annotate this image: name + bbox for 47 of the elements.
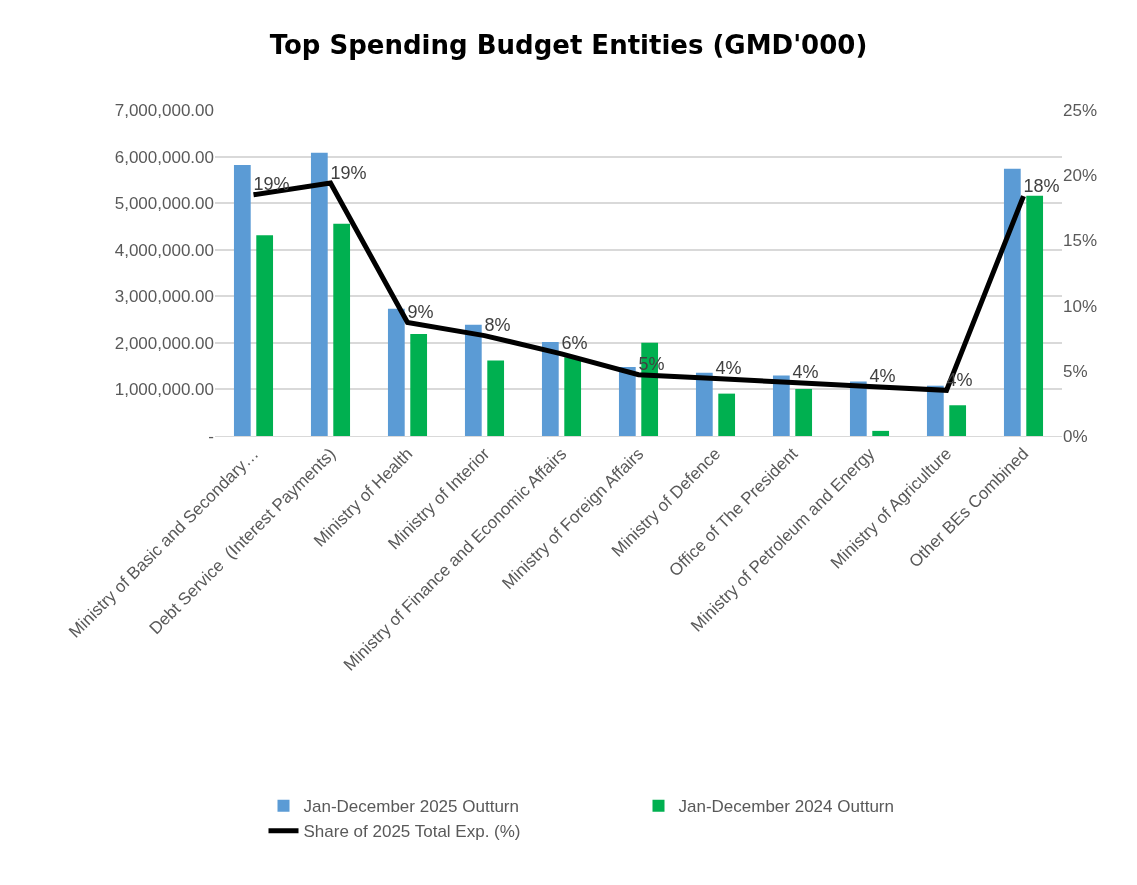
bar — [718, 393, 736, 436]
bar — [487, 360, 505, 436]
y2-tick-label: 25% — [1063, 100, 1098, 120]
data-label: 19% — [330, 162, 367, 183]
chart-title: Top Spending Budget Entities (GMD'000) — [269, 29, 868, 60]
bar — [387, 308, 405, 436]
data-label: 8% — [484, 315, 511, 336]
data-label: 19% — [253, 174, 290, 195]
bar — [310, 152, 328, 436]
bar — [618, 367, 636, 436]
bar — [410, 334, 428, 436]
y2-tick-label: 20% — [1063, 166, 1098, 186]
bar — [695, 372, 713, 436]
bar — [949, 405, 967, 436]
y2-tick-label: 0% — [1063, 426, 1088, 446]
legend-label: Jan-December 2025 Outturn — [303, 797, 519, 817]
bar — [1003, 168, 1021, 436]
y-tick-label: - — [208, 426, 214, 446]
data-label: 4% — [869, 365, 896, 386]
y-tick-label: 3,000,000.00 — [114, 287, 214, 307]
data-label: 6% — [561, 333, 588, 354]
data-label: 4% — [715, 358, 742, 379]
legend-label: Jan-December 2024 Outturn — [678, 797, 894, 817]
y-tick-label: 5,000,000.00 — [114, 194, 214, 214]
bar — [564, 357, 582, 436]
bar — [464, 324, 482, 436]
y-tick-label: 4,000,000.00 — [114, 240, 214, 260]
data-label: 4% — [792, 362, 819, 383]
bar — [795, 388, 813, 436]
data-label: 18% — [1023, 175, 1060, 196]
bar — [541, 341, 559, 436]
y2-tick-label: 5% — [1063, 361, 1088, 381]
bar — [256, 235, 274, 436]
bar — [233, 164, 251, 436]
bar — [333, 223, 351, 436]
y2-tick-label: 10% — [1063, 296, 1098, 316]
bar — [772, 375, 790, 436]
y2-tick-label: 15% — [1063, 231, 1098, 251]
bar — [1026, 195, 1044, 436]
data-label: 9% — [407, 302, 434, 323]
bar — [849, 381, 867, 436]
y-tick-label: 1,000,000.00 — [114, 380, 214, 400]
bar — [872, 430, 890, 436]
y-tick-label: 6,000,000.00 — [114, 147, 214, 167]
y-tick-label: 2,000,000.00 — [114, 333, 214, 353]
legend-label: Share of 2025 Total Exp. (%) — [303, 822, 521, 842]
y-tick-label: 7,000,000.00 — [114, 100, 214, 120]
